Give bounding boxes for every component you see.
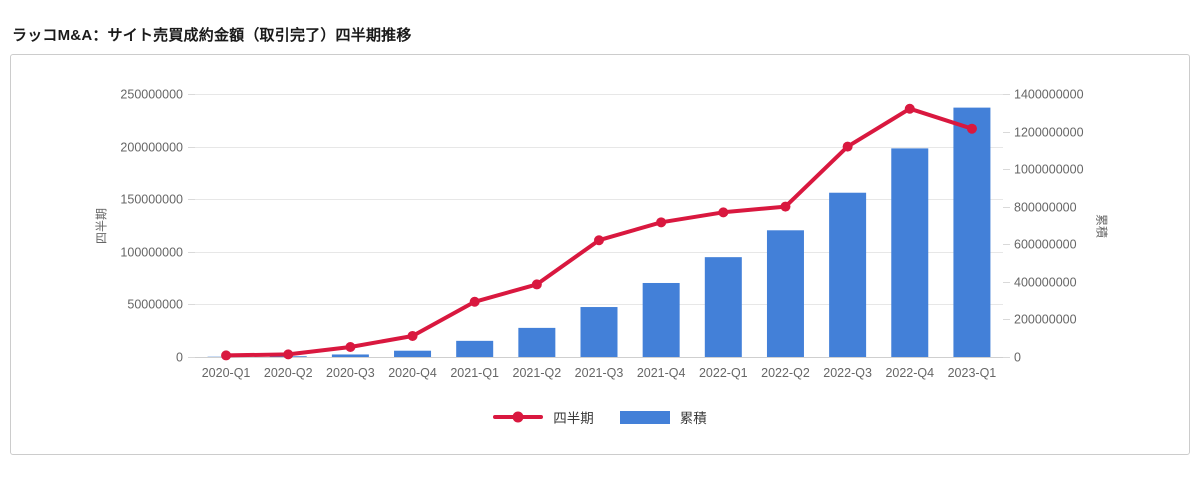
cumulative-bar-2022-Q2 xyxy=(766,230,804,357)
y-left-tick-label: 200000000 xyxy=(120,141,183,155)
x-tick-label: 2020-Q2 xyxy=(264,366,313,380)
chart-canvas: 0 50000000 100000000 150000000 200000000 2500… xyxy=(120,88,1084,381)
x-tick-label: 2020-Q1 xyxy=(202,366,251,380)
quarterly-point-2021-Q2 xyxy=(531,279,542,290)
y-right-tick-label: 1000000000 xyxy=(1014,163,1084,177)
y-right-tick-label: 1400000000 xyxy=(1014,88,1084,102)
y-right-tick-label: 1200000000 xyxy=(1014,126,1084,140)
x-tick-label: 2022-Q3 xyxy=(823,366,872,380)
quarterly-point-2022-Q1 xyxy=(718,207,729,218)
cumulative-bar-2022-Q4 xyxy=(891,148,929,357)
line-series-dot-icon xyxy=(512,411,524,423)
x-tick-label: 2021-Q1 xyxy=(450,366,499,380)
legend-label-quarterly: 四半期 xyxy=(553,411,594,426)
page-title: ラッコM&A：サイト売買成約金額（取引完了）四半期推移 xyxy=(12,27,412,44)
bar-series-swatch xyxy=(619,410,670,424)
line-series-swatch xyxy=(493,411,544,423)
cumulative-bar-2023-Q1 xyxy=(953,107,991,357)
x-tick-label: 2021-Q2 xyxy=(513,366,562,380)
cumulative-bar-2021-Q2 xyxy=(518,327,556,357)
y-left-tick-label: 0 xyxy=(176,351,183,365)
left-axis-title: 四半期 xyxy=(94,207,109,245)
x-tick-label: 2022-Q4 xyxy=(885,366,934,380)
cumulative-bar-2021-Q4 xyxy=(642,282,680,357)
y-left-tick-label: 50000000 xyxy=(127,298,183,312)
legend-item-quarterly[interactable]: 四半期 xyxy=(493,407,594,427)
right-axis-title: 累積 xyxy=(1094,213,1109,239)
quarterly-point-2021-Q1 xyxy=(469,296,480,307)
quarterly-point-2022-Q4 xyxy=(904,103,915,114)
x-tick-label: 2022-Q2 xyxy=(761,366,810,380)
cumulative-bar-2021-Q3 xyxy=(580,307,618,357)
x-tick-label: 2023-Q1 xyxy=(948,366,997,380)
x-tick-label: 2022-Q1 xyxy=(699,366,748,380)
y-left-tick-label: 150000000 xyxy=(120,193,183,207)
cumulative-bar-2020-Q3 xyxy=(331,354,369,357)
cumulative-bar-2020-Q4 xyxy=(394,350,432,357)
chart-legend: 四半期 累積 xyxy=(11,407,1189,427)
y-right-tick-label: 400000000 xyxy=(1014,276,1077,290)
x-tick-label: 2021-Q3 xyxy=(575,366,624,380)
quarterly-point-2020-Q2 xyxy=(283,349,294,360)
y-left-tick-label: 250000000 xyxy=(120,88,183,102)
cumulative-bar-2022-Q1 xyxy=(704,257,742,357)
chart-panel: 0 50000000 100000000 150000000 200000000 2500… xyxy=(10,54,1190,455)
x-tick-label: 2020-Q3 xyxy=(326,366,375,380)
y-left-tick-label: 100000000 xyxy=(120,246,183,260)
quarterly-point-2020-Q4 xyxy=(407,330,418,341)
quarterly-point-2021-Q4 xyxy=(656,217,667,228)
quarterly-point-2020-Q3 xyxy=(345,342,356,353)
y-right-tick-label: 0 xyxy=(1014,351,1021,365)
quarterly-point-2023-Q1 xyxy=(966,123,977,134)
quarterly-point-2022-Q3 xyxy=(842,141,853,152)
x-tick-label: 2020-Q4 xyxy=(388,366,437,380)
y-right-tick-label: 200000000 xyxy=(1014,313,1077,327)
y-right-tick-label: 600000000 xyxy=(1014,238,1077,252)
x-tick-label: 2021-Q4 xyxy=(637,366,686,380)
quarterly-point-2020-Q1 xyxy=(221,350,232,361)
y-right-tick-label: 800000000 xyxy=(1014,201,1077,215)
quarterly-point-2022-Q2 xyxy=(780,201,791,212)
legend-label-cumulative: 累積 xyxy=(679,411,707,426)
cumulative-bar-2022-Q3 xyxy=(829,192,867,357)
legend-item-cumulative[interactable]: 累積 xyxy=(619,407,707,427)
quarterly-point-2021-Q3 xyxy=(594,235,604,246)
cumulative-bar-2021-Q1 xyxy=(456,340,494,357)
